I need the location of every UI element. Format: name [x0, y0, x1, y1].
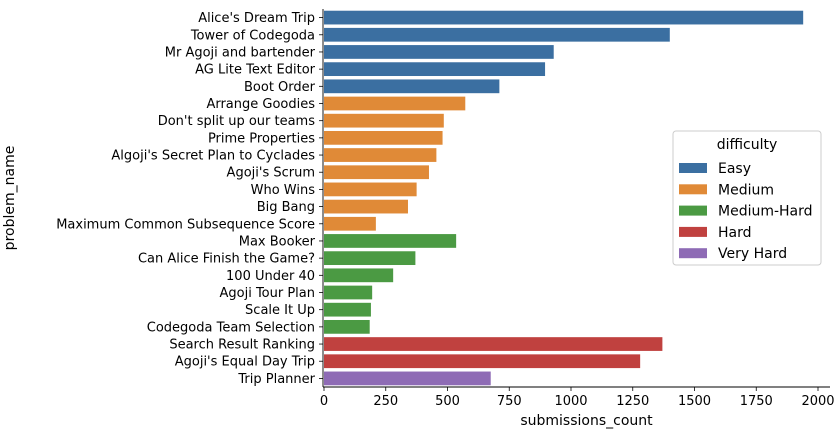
- legend-items: Easy Medium Medium-Hard Hard Very Hard: [679, 161, 813, 262]
- y-tick-label: Can Alice Finish the Game?: [138, 252, 315, 267]
- y-tick-label: Scale It Up: [245, 303, 315, 318]
- y-tick-label: Algoji's Secret Plan to Cyclades: [111, 149, 315, 164]
- bar: [324, 148, 437, 162]
- x-tick-label: 0: [320, 394, 328, 409]
- bar: [324, 182, 417, 197]
- bar: [324, 216, 376, 231]
- legend-swatch: [679, 163, 707, 173]
- y-tick-label: Search Result Ranking: [169, 338, 315, 353]
- x-tick-label: 1250: [616, 394, 649, 409]
- bar: [324, 354, 641, 369]
- x-tick-label: 250: [373, 394, 398, 409]
- bar: [324, 319, 370, 334]
- legend-label: Hard: [718, 225, 752, 241]
- y-tick-label: Don't split up our teams: [158, 114, 316, 129]
- bar: [324, 130, 443, 145]
- bar: [324, 79, 500, 94]
- y-tick-label: Arrange Goodies: [206, 97, 315, 112]
- bar: [324, 285, 373, 300]
- y-tick-label: Big Bang: [257, 200, 315, 215]
- bar: [324, 10, 804, 25]
- y-tick-label: Agoji's Scrum: [227, 166, 315, 181]
- legend-frame: [672, 130, 822, 266]
- x-tick-label: 1750: [740, 394, 773, 409]
- legend-label: Medium-Hard: [718, 204, 813, 220]
- legend-title: difficulty: [717, 137, 778, 153]
- bar: [324, 165, 429, 180]
- bar: [324, 234, 457, 248]
- bar: [324, 45, 554, 59]
- y-tick-label: Trip Planner: [237, 372, 315, 387]
- bar: [324, 302, 371, 317]
- axes: [322, 9, 830, 388]
- y-tick-label: Alice's Dream Trip: [198, 11, 315, 26]
- x-tick-label: 1000: [554, 394, 587, 409]
- y-tick-label: Maximum Common Subsequence Score: [56, 217, 315, 232]
- bar: [324, 62, 546, 77]
- x-axis-title: submissions_count: [520, 413, 653, 429]
- bar: [324, 96, 466, 111]
- x-tick-label: 1500: [678, 394, 711, 409]
- y-axis-title: problem_name: [2, 146, 18, 251]
- bar: [324, 199, 408, 214]
- x-axis-ticks: 0 250 500 750 1000 1250 1500 1750 2000: [320, 387, 835, 409]
- y-tick-label: Codegoda Team Selection: [147, 320, 315, 335]
- bars: [324, 10, 804, 386]
- bar: [324, 268, 394, 283]
- y-axis-ticks: Alice's Dream Trip Tower of Codegoda Mr Ag…: [56, 11, 323, 387]
- bar: [324, 27, 670, 42]
- y-tick-label: Who Wins: [251, 183, 316, 198]
- x-tick-label: 2000: [801, 394, 834, 409]
- y-tick-label: Agoji Tour Plan: [219, 286, 315, 301]
- x-tick-label: 500: [435, 394, 460, 409]
- legend-label: Medium: [718, 182, 774, 198]
- legend: difficulty Easy Medium Medium-Hard Hard Very…: [672, 130, 822, 266]
- legend-swatch: [679, 184, 707, 195]
- bar: [324, 251, 416, 266]
- bar: [324, 371, 491, 386]
- y-tick-label: Tower of Codegoda: [190, 28, 315, 43]
- bar: [324, 113, 444, 128]
- y-tick-label: Agoji's Equal Day Trip: [175, 355, 315, 370]
- bar: [324, 337, 663, 351]
- legend-swatch: [679, 226, 707, 237]
- x-tick-label: 750: [497, 394, 522, 409]
- y-tick-label: 100 Under 40: [226, 269, 315, 284]
- y-tick-label: Prime Properties: [208, 131, 315, 146]
- y-tick-label: AG Lite Text Editor: [195, 63, 316, 78]
- legend-label: Very Hard: [718, 246, 787, 262]
- legend-label: Easy: [718, 161, 751, 177]
- y-tick-label: Mr Agoji and bartender: [165, 45, 316, 60]
- y-tick-label: Max Booker: [239, 234, 316, 249]
- legend-swatch: [679, 205, 707, 216]
- legend-swatch: [679, 248, 707, 259]
- y-tick-label: Boot Order: [244, 80, 316, 95]
